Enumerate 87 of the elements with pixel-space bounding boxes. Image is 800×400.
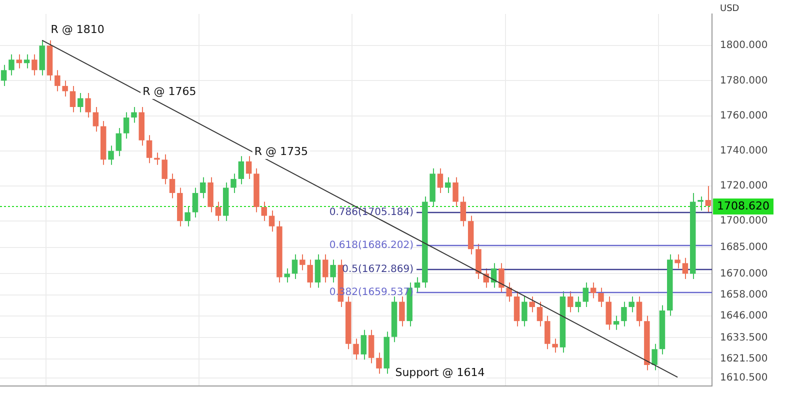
candlestick <box>621 301 627 327</box>
candlestick <box>606 296 612 330</box>
candlestick <box>146 134 152 164</box>
candlestick <box>376 352 382 374</box>
y-tick-label: 1800.000 <box>720 40 768 52</box>
candlestick <box>292 254 298 280</box>
candlestick <box>162 154 168 185</box>
candlestick <box>131 106 137 124</box>
candlestick <box>300 254 306 271</box>
candlestick <box>460 196 466 227</box>
candlestick <box>613 315 620 330</box>
candlestick <box>78 92 84 113</box>
candlestick <box>567 290 574 313</box>
candlestick <box>62 80 68 97</box>
candlestick <box>529 296 535 313</box>
y-tick-label: 1700.000 <box>720 216 768 227</box>
candlestick <box>698 196 704 212</box>
candlestick <box>414 276 420 294</box>
candlestick <box>682 257 688 280</box>
candlestick <box>192 187 198 218</box>
candlestick <box>230 173 236 194</box>
candlestick <box>544 315 550 350</box>
candlestick <box>154 152 160 166</box>
candlestick <box>284 268 290 283</box>
annotation: R @ 1765 <box>142 84 196 98</box>
candlestick <box>123 112 130 140</box>
ref-line-label: 0.618(1686.202) <box>329 240 414 252</box>
candlestick <box>674 254 680 269</box>
y-axis-title: USD <box>720 4 740 14</box>
candlestick <box>200 176 206 199</box>
candlestick <box>437 168 444 194</box>
candlestick <box>705 185 712 213</box>
y-tick-label: 1780.000 <box>720 75 768 86</box>
candlestick <box>590 282 596 299</box>
candlestick <box>552 338 558 354</box>
candlestick <box>92 106 99 132</box>
annotation: R @ 1735 <box>254 144 308 158</box>
candlestick <box>368 329 374 364</box>
candlestick <box>598 287 604 308</box>
y-tick-label: 1760.000 <box>720 110 768 122</box>
candlestick <box>652 343 658 371</box>
y-tick-label: 1685.000 <box>720 242 768 253</box>
candlestick <box>399 296 405 327</box>
y-tick-label: 1610.500 <box>720 372 768 384</box>
candlestick <box>360 329 367 360</box>
candlestick <box>636 296 642 327</box>
candlestick <box>522 296 528 327</box>
y-tick-label: 1740.000 <box>720 145 768 156</box>
candlestick <box>261 201 267 222</box>
candlestick <box>307 259 313 288</box>
ref-line-label: 1708.620 <box>717 199 770 212</box>
candlestick <box>70 85 76 113</box>
y-tick-label: 1646.000 <box>720 310 768 322</box>
candlestick <box>0 64 7 86</box>
y-tick-label: 1670.000 <box>720 268 768 280</box>
candlestick <box>498 262 504 294</box>
y-tick-label: 1621.500 <box>720 353 768 364</box>
y-tick-label: 1658.000 <box>720 289 768 300</box>
candlestick <box>116 128 122 157</box>
candlestick <box>536 301 543 327</box>
candlestick <box>169 173 176 199</box>
candlestick <box>268 210 275 232</box>
candlestick <box>8 54 14 76</box>
candlestick <box>108 145 114 166</box>
annotation: R @ 1810 <box>50 22 104 36</box>
candlestick <box>353 338 359 360</box>
candlestick <box>506 282 512 302</box>
candlestick <box>54 70 60 92</box>
candlestick <box>445 176 451 194</box>
candlestick <box>322 254 328 283</box>
candlestick <box>16 54 22 69</box>
candlestick <box>238 156 244 185</box>
candlestick <box>85 92 91 118</box>
candlestick <box>246 156 252 180</box>
candlestick <box>215 201 222 222</box>
candlestick <box>582 282 589 308</box>
candlestick <box>314 254 321 288</box>
candlestick <box>330 259 336 283</box>
y-tick-label: 1720.000 <box>720 180 768 192</box>
candlestick <box>575 296 581 313</box>
candlestick <box>452 176 458 208</box>
candlestick <box>32 54 38 76</box>
candlestick <box>628 296 634 313</box>
candlestick <box>184 206 190 227</box>
annotation: Support @ 1614 <box>395 366 485 379</box>
y-tick-label: 1633.500 <box>720 332 768 344</box>
candlestick <box>24 54 30 69</box>
